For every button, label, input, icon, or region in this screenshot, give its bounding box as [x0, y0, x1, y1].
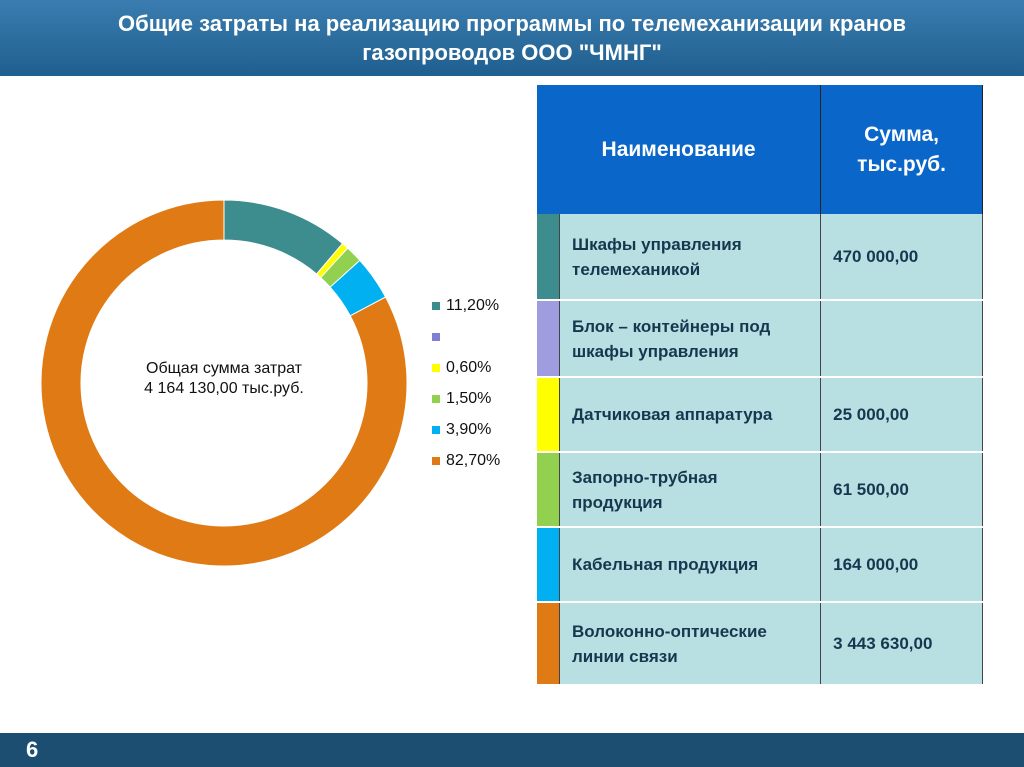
- legend-swatch: [432, 333, 440, 341]
- donut-slice: [223, 199, 344, 275]
- name-cell: Запорно-трубная продукция: [559, 452, 822, 528]
- header-cell: Сумма, тыс.руб.: [820, 85, 983, 214]
- sum-cell: 3 443 630,00: [820, 602, 983, 686]
- legend-swatch: [432, 364, 440, 372]
- center-label: Общая сумма затрат: [146, 360, 303, 377]
- legend-swatch: [432, 395, 440, 403]
- sum-cell: 470 000,00: [820, 214, 983, 301]
- sum-cell: 164 000,00: [820, 527, 983, 603]
- color-strip: [537, 452, 560, 528]
- color-strip: [537, 214, 560, 301]
- sum-cell: 61 500,00: [820, 452, 983, 528]
- cost-table: Наименование Сумма, тыс.руб. Шкафы управл…: [537, 85, 983, 686]
- name-cell: Шкафы управления телемеханикой: [559, 214, 822, 301]
- slide-title: Общие затраты на реализацию программы по…: [0, 0, 1024, 76]
- legend-swatch: [432, 302, 440, 310]
- footer: 6: [0, 733, 1024, 767]
- legend-swatch: [432, 426, 440, 434]
- legend-label: 0,60%: [446, 359, 491, 376]
- name-cell: Кабельная продукция: [559, 527, 822, 603]
- color-strip: [537, 300, 560, 378]
- center-label: 4 164 130,00 тыс.руб.: [144, 380, 304, 397]
- color-strip: [537, 377, 560, 453]
- legend-swatch: [432, 457, 440, 465]
- legend-label: 1,50%: [446, 390, 491, 407]
- sum-cell: [820, 300, 983, 378]
- name-cell: Блок – контейнеры под шкафы управления: [559, 300, 822, 378]
- legend-label: 11,20%: [446, 297, 499, 314]
- chart: Общая сумма затрат 4 164 130,00 тыс.руб.…: [40, 199, 500, 567]
- name-cell: Датчиковая аппаратура: [559, 377, 822, 453]
- color-strip: [537, 602, 560, 686]
- legend-label: 3,90%: [446, 421, 491, 438]
- header-cell: Наименование: [537, 85, 822, 214]
- color-strip: [537, 527, 560, 603]
- name-cell: Волоконно-оптические линии связи: [559, 602, 822, 686]
- page-number: 6: [26, 737, 39, 762]
- legend-label: 82,70%: [446, 452, 500, 469]
- donut-slice: [40, 199, 408, 567]
- sum-cell: 25 000,00: [820, 377, 983, 453]
